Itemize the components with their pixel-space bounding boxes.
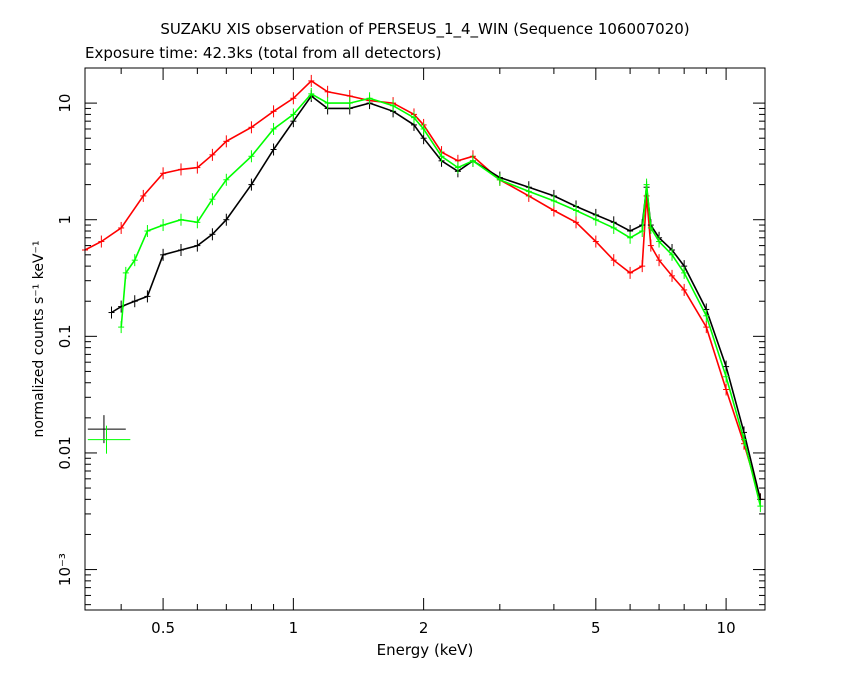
series-1 xyxy=(108,90,764,506)
y-tick-label: 10 xyxy=(56,94,74,113)
series-line xyxy=(111,94,762,500)
y-tick-label: 1 xyxy=(56,215,74,225)
axes-layer: 0.5 1 2 5 10 10 1 0.1 0.01 10⁻³ xyxy=(56,67,765,637)
plot-frame xyxy=(84,67,766,611)
series-layer xyxy=(82,74,764,513)
x-tick-label: 2 xyxy=(419,619,429,637)
y-tick-label: 10⁻³ xyxy=(56,553,74,586)
series-line xyxy=(120,92,762,507)
x-tick-label: 1 xyxy=(289,619,299,637)
x-axis-label: Energy (keV) xyxy=(377,641,474,659)
x-tick-label: 5 xyxy=(591,619,601,637)
chart-title: SUZAKU XIS observation of PERSEUS_1_4_WI… xyxy=(160,20,690,38)
y-tick-label: 0.01 xyxy=(56,436,74,469)
y-tick-label: 0.1 xyxy=(56,324,74,348)
x-tick-label: 0.5 xyxy=(151,619,175,637)
series-line xyxy=(84,79,762,500)
series-2 xyxy=(118,87,764,513)
y-axis-label: normalized counts s⁻¹ keV⁻¹ xyxy=(31,240,47,437)
x-tick-label: 10 xyxy=(717,619,736,637)
series-0 xyxy=(82,74,764,506)
chart-subtitle: Exposure time: 42.3ks (total from all de… xyxy=(85,44,442,62)
